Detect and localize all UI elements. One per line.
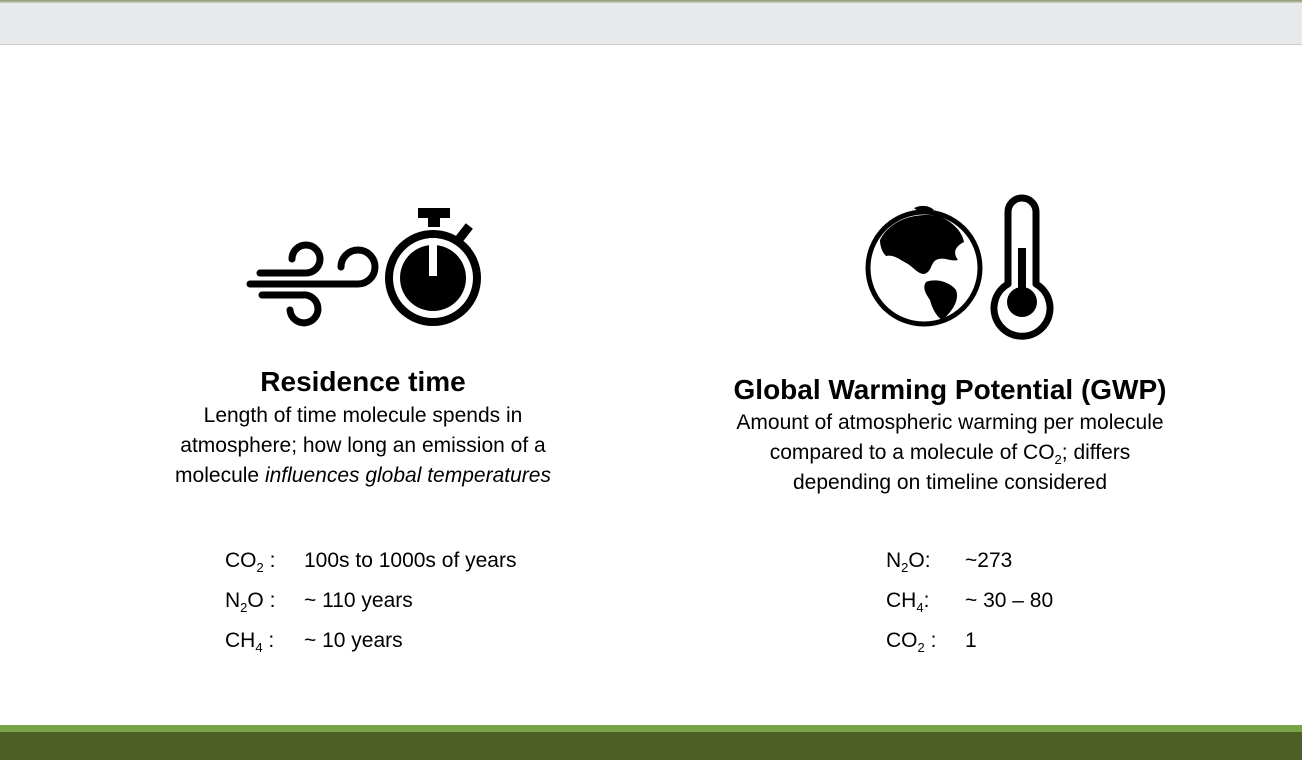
residence-desc-line3-italic: influences global temperatures: [264, 464, 551, 487]
residence-icons: [246, 208, 481, 327]
gwp-desc-line2-pre: compared to a molecule of CO: [769, 441, 1055, 464]
list-item: N2O: ~273: [886, 541, 1053, 581]
gwp-value: 1: [965, 629, 977, 652]
gwp-desc-line2-post: ; differs: [1061, 441, 1131, 464]
gas-label: CH4 :: [225, 629, 275, 655]
gas-label: CO2 :: [886, 629, 937, 655]
list-item: CH4: ~ 30 – 80: [886, 581, 1053, 621]
gas-label: N2O :: [225, 589, 276, 615]
top-bar: [0, 0, 1302, 45]
list-item: CO2 : 1: [886, 621, 1053, 661]
gas-label: N2O:: [886, 549, 931, 575]
list-item: N2O : ~ 110 years: [225, 581, 516, 621]
gwp-section: Global Warming Potential (GWP) Amount of…: [660, 0, 1240, 700]
gwp-description: Amount of atmospheric warming per molecu…: [660, 408, 1240, 498]
gwp-desc-line1: Amount of atmospheric warming per molecu…: [736, 411, 1164, 434]
residence-description: Length of time molecule spends in atmosp…: [100, 401, 626, 491]
residence-value: 100s to 1000s of years: [304, 549, 517, 572]
residence-value: ~ 110 years: [304, 589, 413, 612]
residence-desc-line1: Length of time molecule spends in: [203, 404, 523, 427]
thermometer-icon: [990, 194, 1054, 340]
list-item: CO2 : 100s to 1000s of years: [225, 541, 516, 581]
wind-icon: [246, 241, 379, 327]
residence-desc-line3-plain: molecule: [175, 464, 265, 487]
gas-label: CO2 :: [225, 549, 276, 575]
gwp-value: ~ 30 – 80: [965, 589, 1054, 612]
gwp-list: N2O: ~273 CH4: ~ 30 – 80 CO2 : 1: [886, 541, 1053, 661]
residence-desc-line3: molecule influences global temperatures: [100, 461, 626, 491]
top-bar-edge: [0, 0, 1302, 3]
gwp-desc-line2-sub: 2: [1054, 452, 1062, 467]
gwp-title: Global Warming Potential (GWP): [733, 374, 1167, 405]
stopwatch-icon: [385, 208, 481, 326]
residence-desc-line2: atmosphere; how long an emission of a: [180, 434, 546, 457]
globe-icon: [865, 205, 983, 327]
gwp-desc-line3: depending on timeline considered: [792, 471, 1108, 494]
gwp-desc-line2: compared to a molecule of CO2; differs: [660, 438, 1240, 468]
residence-title: Residence time: [260, 366, 466, 397]
gas-label: CH4:: [886, 589, 930, 615]
residence-list: CO2 : 100s to 1000s of years N2O : ~ 110…: [225, 541, 516, 661]
list-item: CH4 : ~ 10 years: [225, 621, 516, 661]
residence-value: ~ 10 years: [304, 629, 403, 652]
bottom-bar: [0, 725, 1302, 760]
bottom-bar-accent: [0, 725, 1302, 732]
gwp-icons: [865, 194, 1054, 340]
gwp-value: ~273: [965, 549, 1013, 572]
residence-time-section: Residence time Length of time molecule s…: [100, 0, 626, 700]
